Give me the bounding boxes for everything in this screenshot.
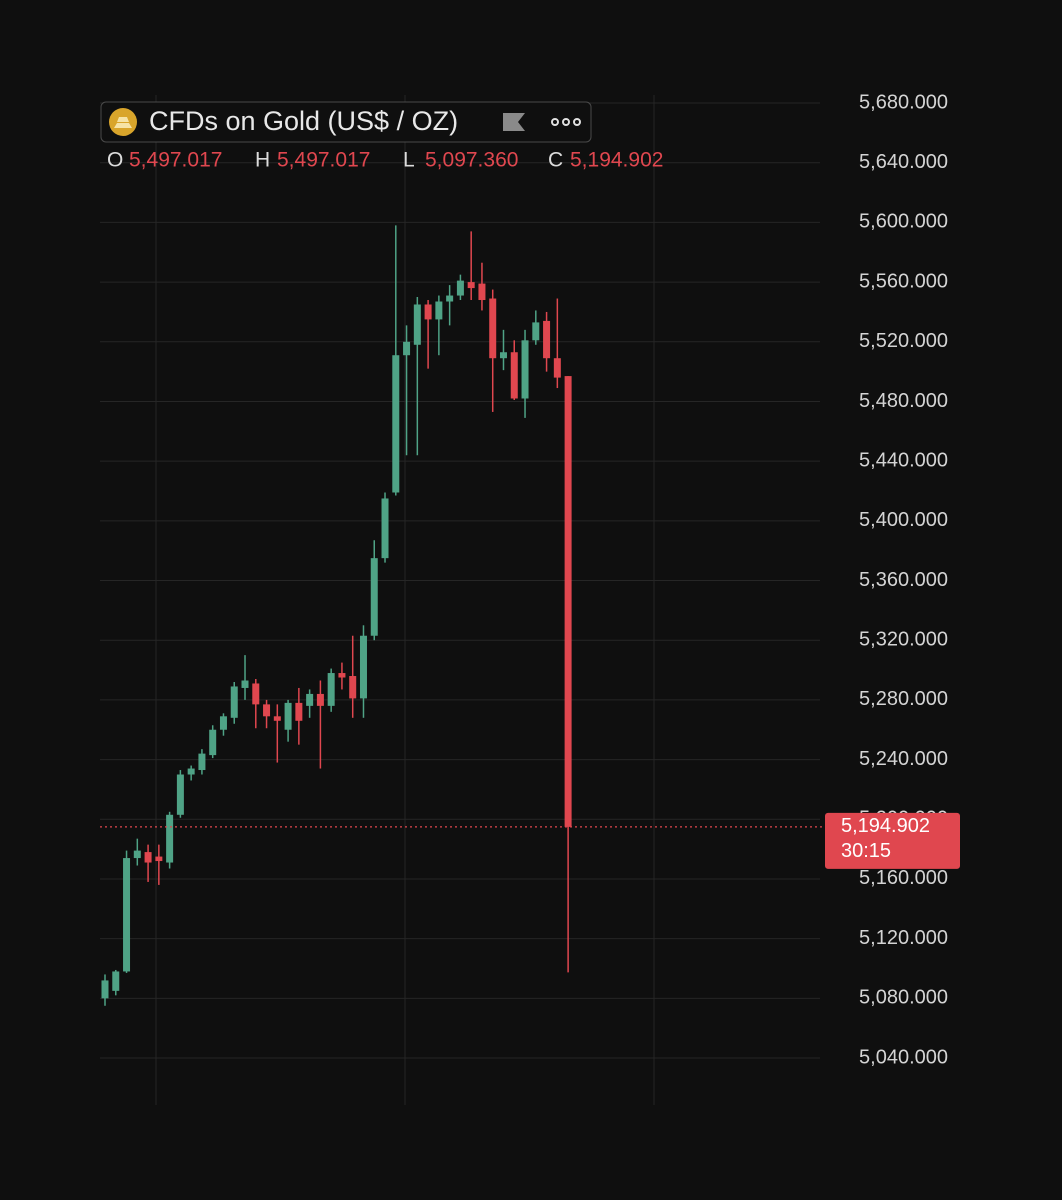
candle-body [263, 704, 271, 717]
candle-body [198, 753, 206, 771]
candle-body [553, 358, 561, 378]
candle-body [499, 352, 507, 359]
candle-body [230, 686, 238, 718]
ohlc-value: 5,097.360 [425, 149, 518, 172]
y-tick-label: 5,360.000 [859, 569, 948, 591]
candle-body [176, 774, 184, 815]
candle-body [521, 340, 529, 399]
y-tick-label: 5,440.000 [859, 449, 948, 471]
candle-body [435, 301, 443, 320]
flag-icon[interactable] [503, 113, 525, 131]
candle-body [187, 768, 195, 775]
header: CFDs on Gold (US$ / OZ) [100, 101, 592, 143]
time-grid [155, 95, 655, 1105]
candle-body [478, 283, 486, 301]
candle-body [543, 320, 551, 359]
ohlc-value: 5,497.017 [277, 149, 370, 172]
countdown-label: 30:15 [841, 840, 891, 862]
candle-body [413, 304, 421, 345]
candle-body [144, 852, 152, 863]
y-tick-label: 5,320.000 [859, 628, 948, 650]
candle-body [359, 635, 367, 699]
last-price-label: 5,194.902 [841, 815, 930, 837]
candle-body [424, 304, 432, 320]
candle-body [327, 673, 335, 706]
candle-body [155, 856, 163, 862]
candle-body [370, 558, 378, 636]
candle-body [209, 729, 217, 756]
candle-body [166, 814, 174, 863]
candle-body [456, 280, 464, 296]
candle-body [489, 298, 497, 359]
y-tick-label: 5,280.000 [859, 688, 948, 710]
last-price-tag [825, 812, 960, 869]
ohlc-header: O 5,497.017 H 5,497.017 L 5,097.360 C 5,194.902 [107, 149, 663, 172]
y-tick-label: 5,480.000 [859, 390, 948, 412]
grid: 5,040.0005,080.0005,120.0005,160.0005,20… [100, 91, 948, 1068]
y-tick-label: 5,640.000 [859, 151, 948, 173]
candle-body [467, 282, 475, 289]
y-tick-label: 5,120.000 [859, 927, 948, 949]
y-tick-label: 5,240.000 [859, 748, 948, 770]
y-tick-label: 5,560.000 [859, 270, 948, 292]
overlay: 5,194.902 30:15 [100, 812, 960, 869]
ohlc-key: H [255, 149, 270, 172]
ohlc-key: O [107, 149, 123, 172]
y-tick-label: 5,040.000 [859, 1046, 948, 1068]
candle-body [381, 498, 389, 559]
y-tick-label: 5,520.000 [859, 330, 948, 352]
chart-title: CFDs on Gold (US$ / OZ) [149, 106, 458, 136]
candle-body [133, 850, 141, 859]
candle-body [510, 352, 518, 399]
more-icon[interactable] [551, 118, 581, 126]
candle-body [316, 693, 324, 706]
candle-body [338, 673, 346, 678]
candle-body [101, 980, 109, 999]
candle-body [306, 693, 314, 706]
candle-body [564, 376, 572, 827]
ohlc-value: 5,497.017 [129, 149, 222, 172]
candle-body [403, 341, 411, 356]
candle-body [252, 683, 260, 705]
candle-body [392, 355, 400, 493]
ohlc-key: L [403, 149, 415, 172]
candle-body [295, 702, 303, 721]
y-tick-label: 5,080.000 [859, 987, 948, 1009]
y-tick-label: 5,400.000 [859, 509, 948, 531]
y-tick-label: 5,680.000 [859, 91, 948, 113]
candle-body [446, 295, 454, 302]
candle-body [349, 676, 357, 699]
candle-body [273, 716, 281, 721]
candles [101, 225, 572, 1006]
candle-body [112, 971, 120, 991]
ohlc-key: C [548, 149, 563, 172]
header-box [100, 101, 592, 143]
candle-body [123, 858, 131, 972]
candle-body [284, 702, 292, 730]
candle-body [219, 716, 227, 730]
gold-icon-bars [114, 117, 132, 128]
candle-body [532, 322, 540, 341]
y-tick-label: 5,600.000 [859, 211, 948, 233]
candle-body [241, 680, 249, 688]
ohlc-value: 5,194.902 [570, 149, 663, 172]
y-tick-label: 5,160.000 [859, 867, 948, 889]
